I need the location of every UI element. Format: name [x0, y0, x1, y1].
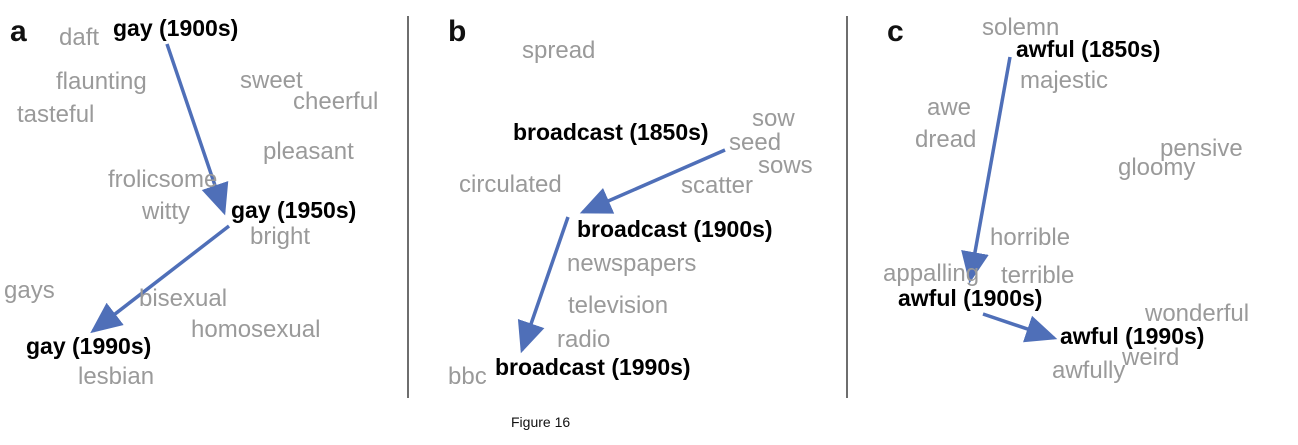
focus-word: broadcast (1990s): [495, 354, 691, 380]
focus-word: gay (1950s): [231, 197, 357, 223]
divider-bc: [846, 16, 848, 398]
context-word: television: [568, 292, 669, 319]
context-word: dread: [915, 126, 977, 153]
panel-label-a: a: [10, 15, 27, 48]
context-word: horrible: [990, 224, 1071, 251]
context-word: weird: [1122, 344, 1180, 371]
context-word: scatter: [681, 172, 754, 199]
context-word: gays: [4, 277, 55, 304]
context-word: bbc: [448, 363, 487, 390]
context-word: lesbian: [78, 363, 155, 390]
focus-word: gay (1900s): [113, 15, 239, 41]
context-word: bright: [250, 223, 311, 250]
context-word: homosexual: [191, 316, 321, 343]
context-word: awe: [927, 94, 972, 121]
context-word: terrible: [1001, 262, 1075, 289]
context-word: newspapers: [567, 250, 697, 277]
context-word: flaunting: [56, 68, 147, 95]
context-word: solemn: [982, 14, 1060, 41]
context-word: sweet: [240, 67, 303, 94]
focus-word: awful (1990s): [1060, 323, 1205, 349]
context-word: sow: [752, 105, 795, 132]
context-word: wonderful: [1145, 300, 1250, 327]
panel-label-b: b: [448, 15, 467, 48]
context-word: frolicsome: [108, 166, 218, 193]
context-word: appalling: [883, 260, 980, 287]
focus-word: awful (1850s): [1016, 36, 1161, 62]
figure-caption: Figure 16: [511, 414, 571, 430]
context-word: majestic: [1020, 67, 1109, 94]
context-word: seed: [729, 129, 782, 156]
panel-label-c: c: [887, 15, 904, 48]
arrow-broadcast-1900s-to-1990s: [517, 216, 570, 354]
arrow-awful-1850s-to-1900s: [961, 56, 1012, 284]
context-word: spread: [522, 37, 596, 64]
context-word: pleasant: [263, 138, 354, 165]
context-word: sows: [758, 152, 813, 179]
context-word: bisexual: [139, 285, 228, 312]
focus-word: awful (1900s): [898, 285, 1043, 311]
focus-word: gay (1990s): [26, 333, 152, 359]
context-word: radio: [557, 326, 611, 353]
context-word: awfully: [1052, 357, 1126, 384]
context-word: cheerful: [293, 88, 379, 115]
context-word: gloomy: [1118, 154, 1196, 181]
arrow-gay-1900s-to-1950s: [165, 43, 229, 216]
arrow-gay-1950s-to-1990s: [90, 224, 231, 334]
focus-word: broadcast (1850s): [513, 119, 709, 145]
context-word: pensive: [1160, 135, 1243, 162]
context-word: circulated: [459, 171, 562, 198]
context-word: witty: [142, 198, 190, 225]
focus-word: broadcast (1900s): [577, 216, 773, 242]
arrow-broadcast-1850s-to-1900s: [579, 148, 726, 214]
context-word: tasteful: [17, 101, 95, 128]
context-word: daft: [59, 24, 100, 51]
arrow-awful-1900s-to-1990s: [982, 312, 1058, 343]
divider-ab: [407, 16, 409, 398]
